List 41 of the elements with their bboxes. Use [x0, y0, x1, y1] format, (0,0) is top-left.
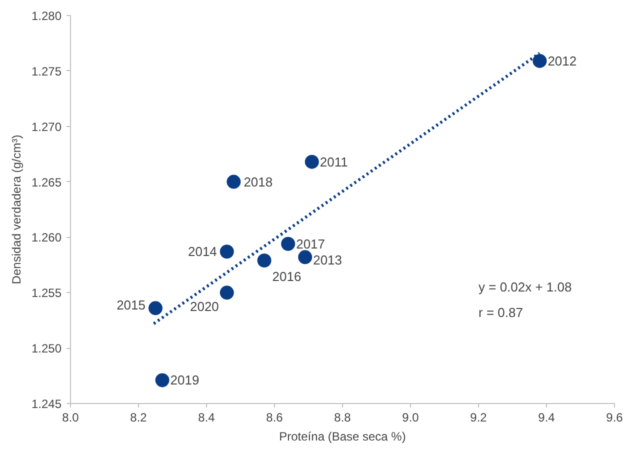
- x-tick-label: 8.0: [62, 410, 80, 424]
- point: [257, 254, 272, 268]
- x-tick-label: 8.6: [266, 410, 284, 424]
- point: [532, 54, 547, 68]
- y-tick-label: 1.275: [31, 64, 62, 78]
- x-axis-title: Proteína (Base seca %): [279, 430, 406, 444]
- annotation: 2014: [188, 244, 217, 260]
- x-tick-label: 8.2: [130, 410, 148, 424]
- y-tick-label: 1.280: [31, 9, 62, 23]
- point: [298, 250, 312, 264]
- annotation: 2012: [548, 53, 577, 68]
- point: [155, 373, 170, 388]
- annotation: 2013: [313, 252, 342, 268]
- annotation: r = 0.87: [478, 305, 523, 320]
- annotation: 2020: [190, 299, 219, 314]
- x-tick-label: 8.4: [198, 410, 216, 424]
- y-tick-label: 1.255: [31, 286, 62, 300]
- y-tick-label: 1.260: [31, 230, 62, 245]
- y-tick-label: 1.250: [31, 342, 62, 356]
- y-tick-label: 1.265: [31, 175, 62, 190]
- x-tick-label: 9.2: [470, 410, 488, 424]
- y-tick-label: 1.245: [31, 397, 62, 411]
- y-axis-title: Densidad verdadera (g/cm³): [9, 134, 24, 284]
- x-tick-label: 8.8: [334, 410, 352, 424]
- point: [148, 301, 162, 316]
- annotation: 2016: [272, 268, 302, 284]
- annotation: 2018: [244, 174, 273, 190]
- annotation: 2017: [296, 236, 326, 252]
- annotation: y = 0.02x + 1.08: [478, 280, 572, 295]
- point: [304, 154, 319, 169]
- point: [281, 236, 296, 251]
- annotation: 2019: [170, 372, 200, 388]
- point: [226, 174, 241, 189]
- x-tick-label: 9.0: [402, 410, 420, 424]
- annotation: 2011: [320, 154, 348, 170]
- annotation: 2015: [116, 298, 146, 313]
- x-tick-label: 9.6: [606, 410, 624, 424]
- x-tick-label: 9.4: [538, 410, 556, 424]
- point: [220, 286, 234, 300]
- point: [220, 244, 234, 259]
- y-tick-label: 1.270: [31, 120, 62, 134]
